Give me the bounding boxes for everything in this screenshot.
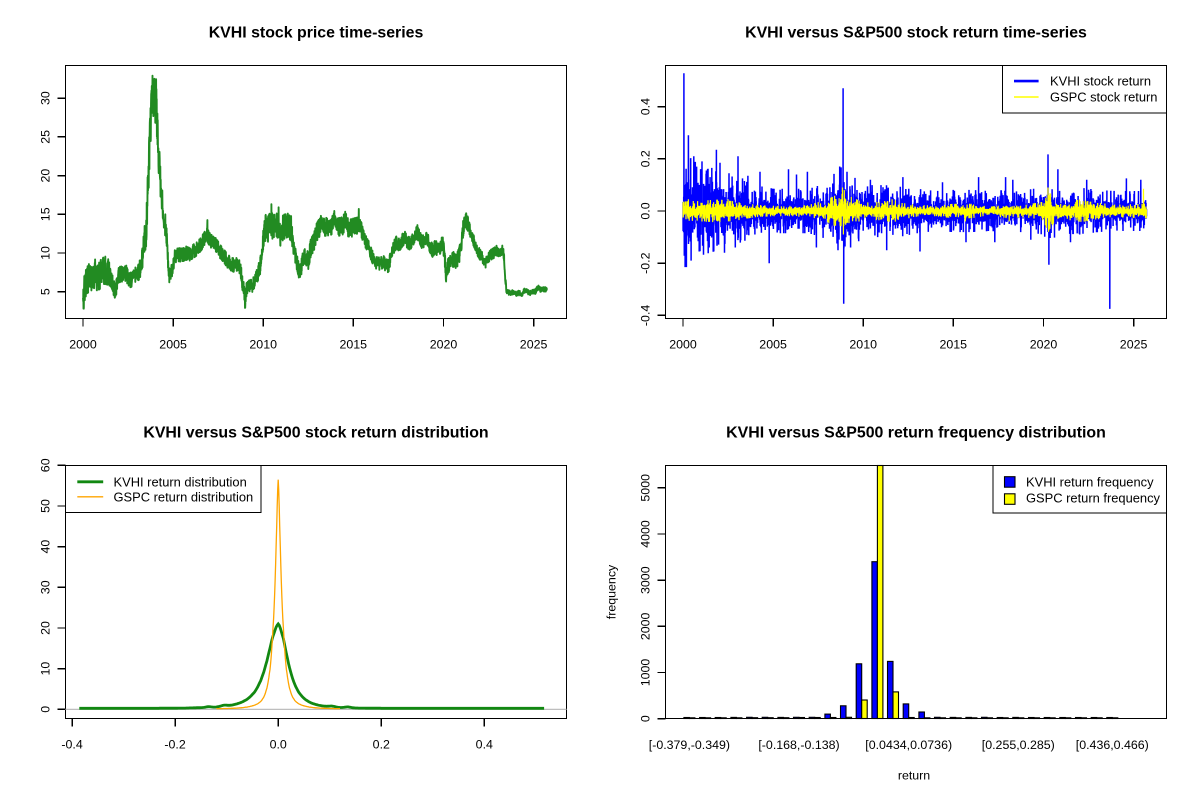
svg-text:10: 10	[39, 246, 53, 260]
svg-text:10: 10	[39, 662, 53, 676]
svg-text:1000: 1000	[639, 659, 653, 687]
svg-text:30: 30	[39, 91, 53, 105]
svg-text:KVHI stock price time-series: KVHI stock price time-series	[209, 25, 424, 42]
svg-text:20: 20	[39, 169, 53, 183]
svg-text:0.0: 0.0	[639, 202, 653, 219]
svg-text:KVHI return distribution: KVHI return distribution	[114, 474, 247, 489]
svg-text:2015: 2015	[940, 338, 968, 352]
svg-text:30: 30	[39, 580, 53, 594]
svg-text:frequency: frequency	[605, 564, 619, 619]
svg-text:2000: 2000	[669, 338, 697, 352]
svg-text:[0.436,0.466): [0.436,0.466)	[1076, 738, 1149, 752]
svg-text:2000: 2000	[69, 338, 97, 352]
svg-text:[0.255,0.285): [0.255,0.285)	[982, 738, 1055, 752]
svg-text:[-0.379,-0.349): [-0.379,-0.349)	[649, 738, 730, 752]
svg-text:return: return	[898, 769, 930, 783]
svg-text:2025: 2025	[1120, 338, 1148, 352]
svg-text:2010: 2010	[249, 338, 277, 352]
svg-text:KVHI versus S&P500 return freq: KVHI versus S&P500 return frequency dist…	[726, 425, 1106, 442]
svg-text:2025: 2025	[520, 338, 548, 352]
svg-text:2000: 2000	[639, 613, 653, 641]
svg-text:GSPC stock return: GSPC stock return	[1050, 90, 1157, 105]
svg-text:3000: 3000	[639, 566, 653, 594]
svg-text:2020: 2020	[430, 338, 458, 352]
svg-text:2020: 2020	[1030, 338, 1058, 352]
svg-text:-0.2: -0.2	[639, 252, 653, 273]
svg-text:[0.0434,0.0736): [0.0434,0.0736)	[865, 738, 952, 752]
svg-text:2010: 2010	[849, 338, 877, 352]
svg-text:KVHI versus S&P500 stock retur: KVHI versus S&P500 stock return distribu…	[143, 425, 488, 442]
svg-text:-0.2: -0.2	[164, 738, 185, 752]
svg-text:GSPC return frequency: GSPC return frequency	[1026, 491, 1161, 506]
svg-text:0: 0	[39, 706, 53, 713]
svg-text:5000: 5000	[639, 474, 653, 502]
svg-text:20: 20	[39, 621, 53, 635]
svg-text:KVHI stock return: KVHI stock return	[1050, 74, 1151, 89]
svg-text:-0.4: -0.4	[639, 305, 653, 326]
svg-text:GSPC return distribution: GSPC return distribution	[114, 489, 254, 504]
svg-text:-0.4: -0.4	[61, 738, 82, 752]
svg-text:0: 0	[639, 715, 653, 722]
svg-text:25: 25	[39, 130, 53, 144]
svg-text:5: 5	[39, 288, 53, 295]
svg-text:0.4: 0.4	[639, 98, 653, 115]
svg-text:4000: 4000	[639, 520, 653, 548]
svg-text:50: 50	[39, 499, 53, 513]
svg-text:0.4: 0.4	[476, 738, 493, 752]
svg-text:0.2: 0.2	[373, 738, 390, 752]
svg-text:KVHI return frequency: KVHI return frequency	[1026, 474, 1154, 489]
svg-text:2005: 2005	[759, 338, 787, 352]
svg-text:2005: 2005	[159, 338, 187, 352]
svg-text:0.0: 0.0	[270, 738, 287, 752]
svg-text:KVHI versus S&P500 stock retur: KVHI versus S&P500 stock return time-ser…	[745, 25, 1087, 42]
svg-text:40: 40	[39, 540, 53, 554]
svg-text:60: 60	[39, 458, 53, 472]
svg-text:[-0.168,-0.138): [-0.168,-0.138)	[758, 738, 839, 752]
svg-text:2015: 2015	[340, 338, 368, 352]
svg-text:15: 15	[39, 207, 53, 221]
svg-text:0.2: 0.2	[639, 150, 653, 167]
